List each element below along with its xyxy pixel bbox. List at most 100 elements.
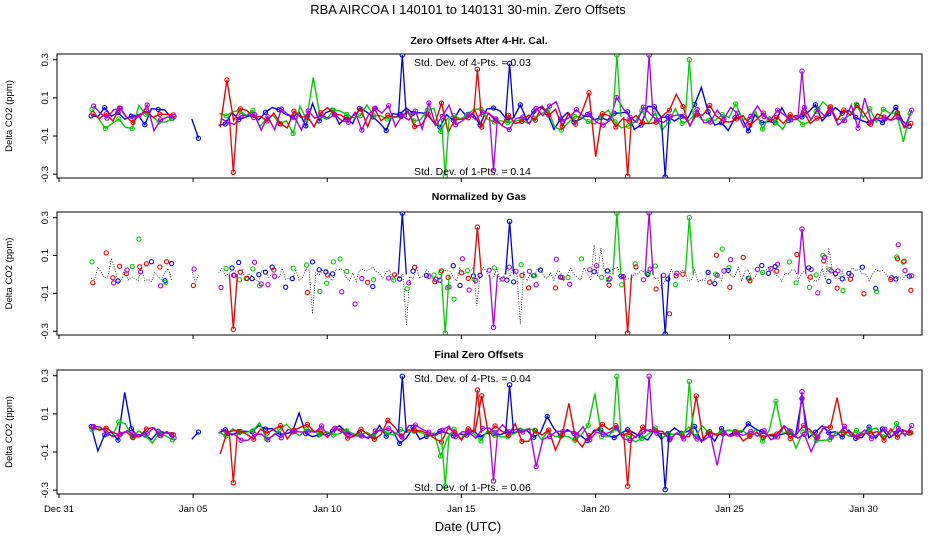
data-point [506, 126, 512, 133]
data-point [639, 435, 645, 442]
data-point [733, 101, 739, 107]
data-point [591, 269, 597, 275]
outlier-spike [228, 274, 238, 330]
y-axis-label: Delta CO2 (ppm) [4, 80, 15, 152]
y-tick-label: -0.1 [40, 128, 51, 144]
data-point [693, 393, 699, 399]
outlier-spike [228, 116, 238, 173]
data-point [385, 275, 392, 281]
outlier-spike [644, 376, 654, 433]
x-tick-label: Jan 10 [313, 504, 342, 515]
data-point [653, 286, 659, 292]
outlier-point [614, 212, 620, 216]
data-point [654, 117, 660, 123]
data-point [773, 119, 779, 126]
outlier-spike [504, 221, 515, 275]
series-red [90, 77, 914, 157]
data-point [264, 430, 270, 436]
data-point [544, 413, 550, 420]
data-point [224, 77, 230, 83]
data-point [761, 113, 767, 120]
outlier-point [646, 54, 652, 58]
data-point [499, 276, 506, 282]
data-point [384, 430, 390, 436]
outlier-spike [660, 274, 670, 335]
data-point [893, 104, 899, 111]
data-point [337, 256, 343, 262]
data-point [383, 127, 389, 134]
data-point [519, 272, 525, 279]
data-point [305, 108, 311, 114]
data-point [124, 267, 130, 273]
data-point [707, 279, 713, 285]
data-point [532, 428, 539, 434]
data-point [399, 113, 405, 119]
data-point [412, 123, 418, 130]
data-point [229, 265, 235, 271]
data-point [291, 108, 297, 114]
series-green [89, 236, 907, 302]
data-point [908, 120, 914, 127]
data-point [774, 107, 781, 113]
data-point [104, 431, 110, 437]
data-point [815, 290, 821, 296]
data-point [694, 106, 700, 113]
series-line [90, 392, 910, 454]
data-point [262, 109, 269, 115]
data-point [142, 122, 148, 128]
data-point [909, 107, 915, 113]
outlier-point [506, 218, 513, 225]
data-point [879, 119, 886, 126]
data-point [773, 398, 779, 404]
outlier-spike [397, 212, 407, 275]
outlier-spike [797, 391, 807, 434]
data-point [759, 269, 766, 276]
plot-frame [56, 211, 923, 336]
data-point [490, 105, 497, 111]
data-point [478, 438, 484, 444]
data-point [546, 112, 552, 118]
data-point [794, 251, 800, 258]
data-point [902, 268, 908, 274]
data-point [352, 301, 358, 307]
outlier-spike [440, 432, 450, 487]
data-point [533, 105, 539, 112]
data-point [680, 271, 686, 277]
data-point [719, 246, 725, 252]
data-point [458, 270, 465, 276]
data-point [130, 119, 136, 126]
data-point [747, 278, 753, 284]
data-point [559, 274, 565, 281]
data-point [191, 266, 197, 272]
data-point [740, 254, 746, 261]
outlier-point [490, 324, 497, 331]
outlier-spike [488, 432, 499, 482]
data-point [412, 108, 419, 114]
data-point [726, 265, 732, 271]
data-point [271, 267, 277, 273]
outlier-spike [660, 116, 670, 178]
series-line [91, 77, 911, 143]
outlier-point [662, 174, 668, 178]
data-point [672, 281, 679, 288]
data-point [116, 263, 123, 269]
data-point [218, 284, 224, 291]
outlier-spike [644, 54, 654, 117]
data-point [115, 278, 121, 284]
outlier-spike [397, 54, 407, 117]
data-point [713, 252, 720, 258]
outlier-point [646, 373, 652, 380]
outlier-spike [684, 59, 694, 117]
data-point [332, 112, 338, 118]
data-point [815, 106, 821, 112]
data-point [765, 270, 772, 276]
outlier-point [646, 212, 652, 216]
data-point [786, 259, 793, 265]
data-point [604, 268, 611, 274]
data-point [747, 122, 753, 128]
data-point [290, 130, 296, 137]
outlier-point [624, 173, 631, 178]
panel-normalized-by-gas: Normalized by Gas 0.3 0.1 -0.1 -0.3 Delta CO… [4, 191, 923, 339]
y-tick-label: 0.3 [40, 211, 51, 224]
data-point [493, 116, 499, 122]
